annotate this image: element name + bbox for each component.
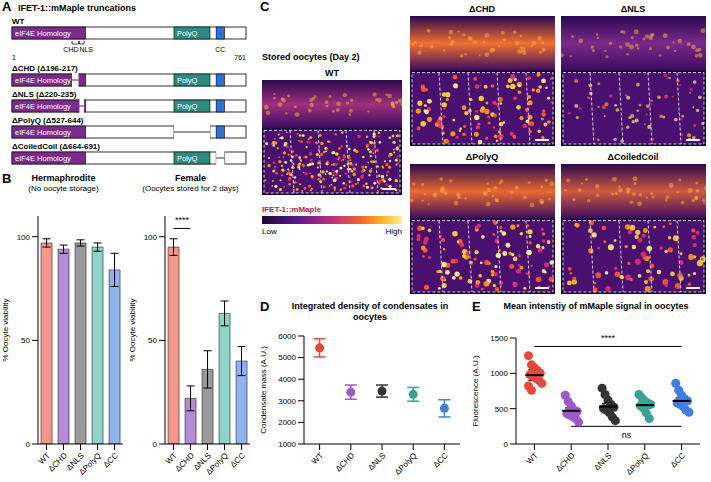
svg-text:WT: WT [36, 451, 52, 467]
svg-text:6000: 6000 [278, 332, 296, 341]
svg-text:ΔNLS: ΔNLS [64, 451, 86, 473]
svg-text:1: 1 [12, 54, 16, 61]
svg-text:% Oocyte viability: % Oocyte viability [128, 298, 137, 361]
svg-text:ΔCoiledCoil: ΔCoiledCoil [608, 152, 659, 162]
svg-text:0: 0 [26, 440, 31, 449]
svg-text:ΔCHD: ΔCHD [469, 4, 495, 14]
svg-text:WT: WT [310, 451, 325, 466]
svg-text:ΔPolyQ: ΔPolyQ [77, 451, 103, 477]
svg-text:Condensate mass (A.U.): Condensate mass (A.U.) [259, 346, 268, 434]
svg-text:5000: 5000 [278, 353, 296, 362]
svg-text:ΔNLS: ΔNLS [592, 451, 613, 472]
svg-text:CC: CC [215, 46, 225, 53]
svg-text:ΔCC: ΔCC [102, 451, 120, 469]
html-text:Integrated density of condensa: Integrated density of condensates in ooc… [291, 301, 449, 322]
html-text:E: E [472, 299, 481, 314]
html-text:Hermaphrodite: Hermaphrodite [31, 173, 96, 183]
svg-text:100: 100 [17, 233, 31, 242]
svg-text:ΔPolyQ: ΔPolyQ [466, 152, 498, 162]
svg-text:ΔPolyQ (Δ527-644): ΔPolyQ (Δ527-644) [12, 116, 84, 125]
svg-text:WT: WT [12, 17, 25, 26]
svg-text:ΔCHD (Δ196-217): ΔCHD (Δ196-217) [12, 64, 78, 73]
svg-text:0: 0 [504, 440, 509, 449]
svg-text:ΔCHD: ΔCHD [174, 451, 197, 474]
svg-text:WT: WT [163, 451, 179, 467]
html-text:(Oocytes stored for 2 days): (Oocytes stored for 2 days) [142, 184, 239, 193]
svg-text:761: 761 [234, 54, 246, 61]
html-text:A: A [2, 0, 12, 14]
svg-text:ΔCC: ΔCC [229, 451, 247, 469]
svg-text:50: 50 [148, 336, 157, 345]
svg-text:Stored oocytes (Day 2): Stored oocytes (Day 2) [262, 52, 360, 62]
html-text:C: C [260, 0, 270, 14]
svg-text:ΔPolyQ: ΔPolyQ [204, 451, 230, 477]
svg-text:ns: ns [622, 430, 632, 440]
svg-text:eIF4E Homology: eIF4E Homology [15, 76, 71, 85]
svg-text:ΔPolyQ: ΔPolyQ [393, 451, 419, 477]
svg-text:WT: WT [325, 68, 339, 78]
svg-text:****: **** [175, 215, 190, 225]
svg-text:PolyQ: PolyQ [177, 29, 198, 38]
svg-text:eIF4E Homology: eIF4E Homology [15, 154, 71, 163]
html-text:B: B [2, 171, 12, 186]
svg-text:****: **** [601, 333, 616, 343]
svg-text:ΔCHD: ΔCHD [47, 451, 70, 474]
svg-text:ΔCHD: ΔCHD [334, 451, 357, 474]
html-text:Mean intenstiy of mMaple signa: Mean intenstiy of mMaple signal in oocyt… [503, 301, 689, 311]
svg-text:2000: 2000 [278, 418, 296, 427]
svg-text:ΔCoiledCoil (Δ664-691): ΔCoiledCoil (Δ664-691) [12, 142, 100, 151]
svg-text:ΔPolyQ: ΔPolyQ [625, 451, 651, 477]
svg-text:3000: 3000 [278, 397, 296, 406]
svg-text:ΔNLS: ΔNLS [621, 4, 645, 14]
svg-text:500: 500 [495, 405, 509, 414]
svg-text:Low: Low [262, 227, 277, 236]
html-text:(No oocyte storage): (No oocyte storage) [28, 184, 99, 193]
svg-text:IFET-1::mMaple: IFET-1::mMaple [262, 205, 322, 214]
svg-text:1500: 1500 [490, 334, 508, 343]
svg-text:eIF4E Homology: eIF4E Homology [15, 102, 71, 111]
svg-text:ΔNLS: ΔNLS [191, 451, 213, 473]
svg-text:ΔNLS (Δ220-235): ΔNLS (Δ220-235) [12, 90, 77, 99]
svg-text:High: High [386, 227, 402, 236]
svg-text:Fluorescence (A.U.): Fluorescence (A.U.) [471, 355, 480, 426]
svg-text:50: 50 [21, 336, 30, 345]
svg-text:4000: 4000 [278, 375, 296, 384]
svg-text:NLS: NLS [79, 46, 93, 53]
svg-text:0: 0 [153, 440, 158, 449]
svg-text:eIF4E Homology: eIF4E Homology [15, 128, 71, 137]
html-text:Female: Female [175, 173, 206, 183]
svg-text:WT: WT [525, 451, 540, 466]
svg-text:IFET-1::mMaple truncations: IFET-1::mMaple truncations [18, 3, 136, 13]
svg-text:CHD: CHD [63, 46, 78, 53]
svg-text:1000: 1000 [490, 369, 508, 378]
html-text:D: D [260, 299, 270, 314]
svg-text:PolyQ: PolyQ [177, 76, 198, 85]
svg-text:100: 100 [144, 233, 158, 242]
svg-text:ΔCC: ΔCC [432, 451, 450, 469]
svg-text:1000: 1000 [278, 440, 296, 449]
svg-text:ΔNLS: ΔNLS [366, 451, 387, 472]
svg-text:PolyQ: PolyQ [177, 154, 198, 163]
svg-text:eIF4E Homology: eIF4E Homology [15, 29, 71, 38]
svg-text:ΔCC: ΔCC [669, 451, 687, 469]
svg-text:PolyQ: PolyQ [177, 102, 198, 111]
svg-text:ΔCHD: ΔCHD [554, 451, 577, 474]
svg-text:% Oocyte viability: % Oocyte viability [1, 298, 10, 361]
